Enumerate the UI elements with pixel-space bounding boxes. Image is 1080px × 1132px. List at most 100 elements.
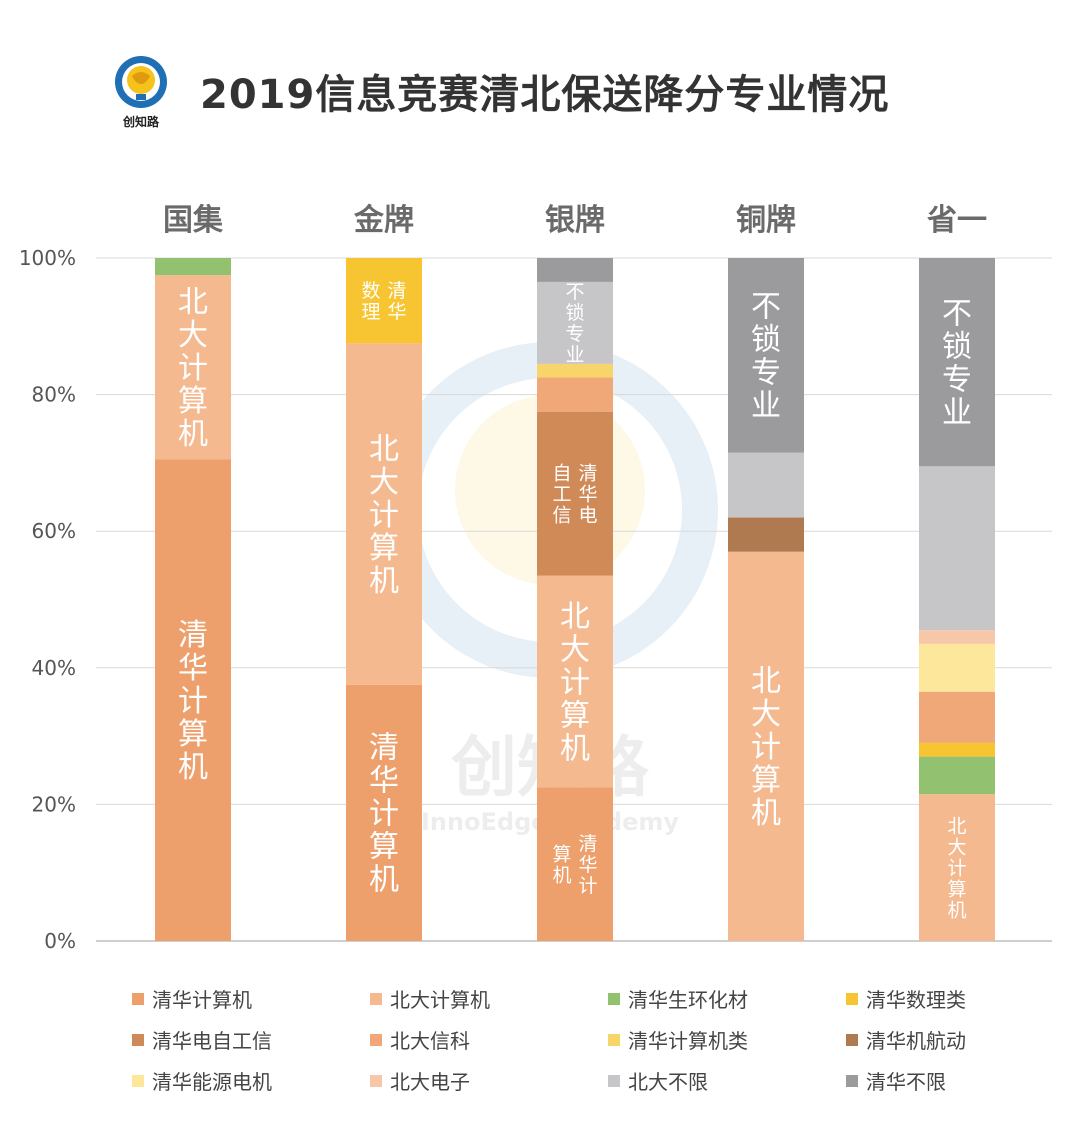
legend-item: 清华生环化材 (608, 984, 748, 1013)
y-tick-label: 40% (32, 656, 76, 680)
svg-text:理: 理 (361, 301, 380, 323)
category-label: 银牌 (545, 203, 605, 238)
svg-text:数: 数 (361, 280, 380, 302)
svg-text:业: 业 (565, 344, 584, 366)
legend-item: 北大计算机 (370, 984, 490, 1013)
bars (155, 258, 995, 941)
bar-segment (537, 575, 613, 788)
svg-text:算: 算 (369, 531, 399, 566)
svg-text:华: 华 (578, 483, 597, 505)
bar-segment (346, 258, 422, 344)
brand-logo (115, 56, 167, 108)
legend-label: 北大信科 (390, 1029, 470, 1053)
y-axis-ticks: 0% 20% 40% 60% 80% 100% (19, 246, 76, 953)
svg-text:清: 清 (178, 618, 208, 653)
svg-text:专: 专 (565, 323, 584, 345)
bar-segment (155, 459, 231, 941)
svg-text:自: 自 (552, 462, 571, 484)
legend-swatch (370, 1074, 382, 1087)
y-tick-label: 60% (32, 519, 76, 543)
svg-text:专: 专 (751, 356, 781, 391)
legend-label: 北大计算机 (390, 988, 490, 1012)
legend-label: 清华生环化材 (628, 988, 748, 1012)
legend-label: 北大电子 (390, 1070, 470, 1094)
svg-text:机: 机 (178, 750, 208, 785)
bar-segment (728, 452, 804, 518)
legend-swatch (608, 1074, 620, 1087)
logo-text: 创知路 (122, 115, 159, 129)
bar-segment (919, 742, 995, 757)
legend-label: 清华机航动 (866, 1029, 966, 1053)
svg-text:清: 清 (387, 280, 406, 302)
svg-text:算: 算 (751, 763, 781, 798)
svg-text:电: 电 (578, 504, 597, 526)
svg-text:锁: 锁 (942, 329, 972, 364)
category-label: 省一 (927, 203, 987, 238)
legend-label: 清华能源电机 (152, 1070, 272, 1094)
svg-text:机: 机 (947, 899, 966, 921)
legend-swatch (132, 1074, 144, 1087)
bar-segment (919, 643, 995, 692)
bar-segment (346, 343, 422, 685)
legend-item: 北大信科 (370, 1025, 470, 1054)
svg-text:业: 业 (751, 389, 781, 424)
svg-text:机: 机 (751, 796, 781, 831)
svg-text:清: 清 (578, 833, 597, 855)
bar-segment (919, 466, 995, 631)
legend-label: 清华计算机类 (628, 1029, 748, 1053)
legend-swatch (370, 992, 382, 1005)
bar-segment (728, 258, 804, 453)
bar-segment (155, 275, 231, 460)
svg-text:计: 计 (751, 730, 781, 765)
svg-text:机: 机 (369, 863, 399, 898)
y-tick-label: 100% (19, 246, 76, 270)
svg-text:机: 机 (178, 417, 208, 452)
svg-text:北: 北 (178, 285, 208, 320)
legend-label: 清华不限 (866, 1070, 946, 1094)
segment-label: 北大计算机北大计算机 (560, 599, 590, 766)
segment-label: 北大计算机北大计算机 (369, 432, 399, 599)
svg-text:计: 计 (369, 498, 399, 533)
svg-text:锁: 锁 (751, 323, 781, 358)
legend-label: 清华电自工信 (152, 1029, 272, 1053)
segment-label: 不锁专业不锁专业 (751, 290, 781, 424)
segment-label: 北大计算机北大计算机 (178, 285, 208, 452)
segment-label: 清华计算机清华计算机 (369, 731, 399, 898)
bar-segment (728, 551, 804, 941)
svg-text:计: 计 (560, 665, 590, 700)
svg-text:华: 华 (387, 301, 406, 323)
legend-swatch (608, 992, 620, 1005)
segment-label: 清华计算机清华计算机 (552, 833, 597, 897)
legend-item: 清华数理类 (846, 984, 966, 1013)
legend-swatch (132, 992, 144, 1005)
segment-label: 北大计算机北大计算机 (751, 664, 781, 831)
svg-text:北: 北 (751, 664, 781, 699)
svg-text:工: 工 (552, 483, 571, 505)
legend-label: 北大不限 (628, 1070, 708, 1094)
legend-swatch (846, 1074, 858, 1087)
svg-text:算: 算 (552, 844, 571, 866)
y-tick-label: 80% (32, 383, 76, 407)
legend-item: 清华能源电机 (132, 1066, 272, 1095)
svg-text:华: 华 (369, 764, 399, 799)
bar-segment (919, 756, 995, 795)
bar-segment (919, 630, 995, 644)
svg-text:锁: 锁 (565, 302, 584, 324)
bar-segment (537, 258, 613, 282)
legend-item: 清华机航动 (846, 1025, 966, 1054)
bar-segment (155, 258, 231, 276)
segment-label: 清华计算机清华计算机 (178, 618, 208, 785)
svg-text:大: 大 (178, 318, 208, 353)
bar-segment (346, 684, 422, 941)
legend-swatch (608, 1033, 620, 1046)
svg-text:北: 北 (947, 815, 966, 837)
bar-segment (537, 787, 613, 941)
svg-text:大: 大 (369, 465, 399, 500)
svg-text:业: 业 (942, 395, 972, 430)
y-tick-label: 0% (44, 929, 76, 953)
legend-swatch (846, 992, 858, 1005)
svg-text:信: 信 (552, 504, 571, 526)
svg-text:大: 大 (947, 836, 966, 858)
bar-segment (728, 517, 804, 552)
legend-swatch (846, 1033, 858, 1046)
